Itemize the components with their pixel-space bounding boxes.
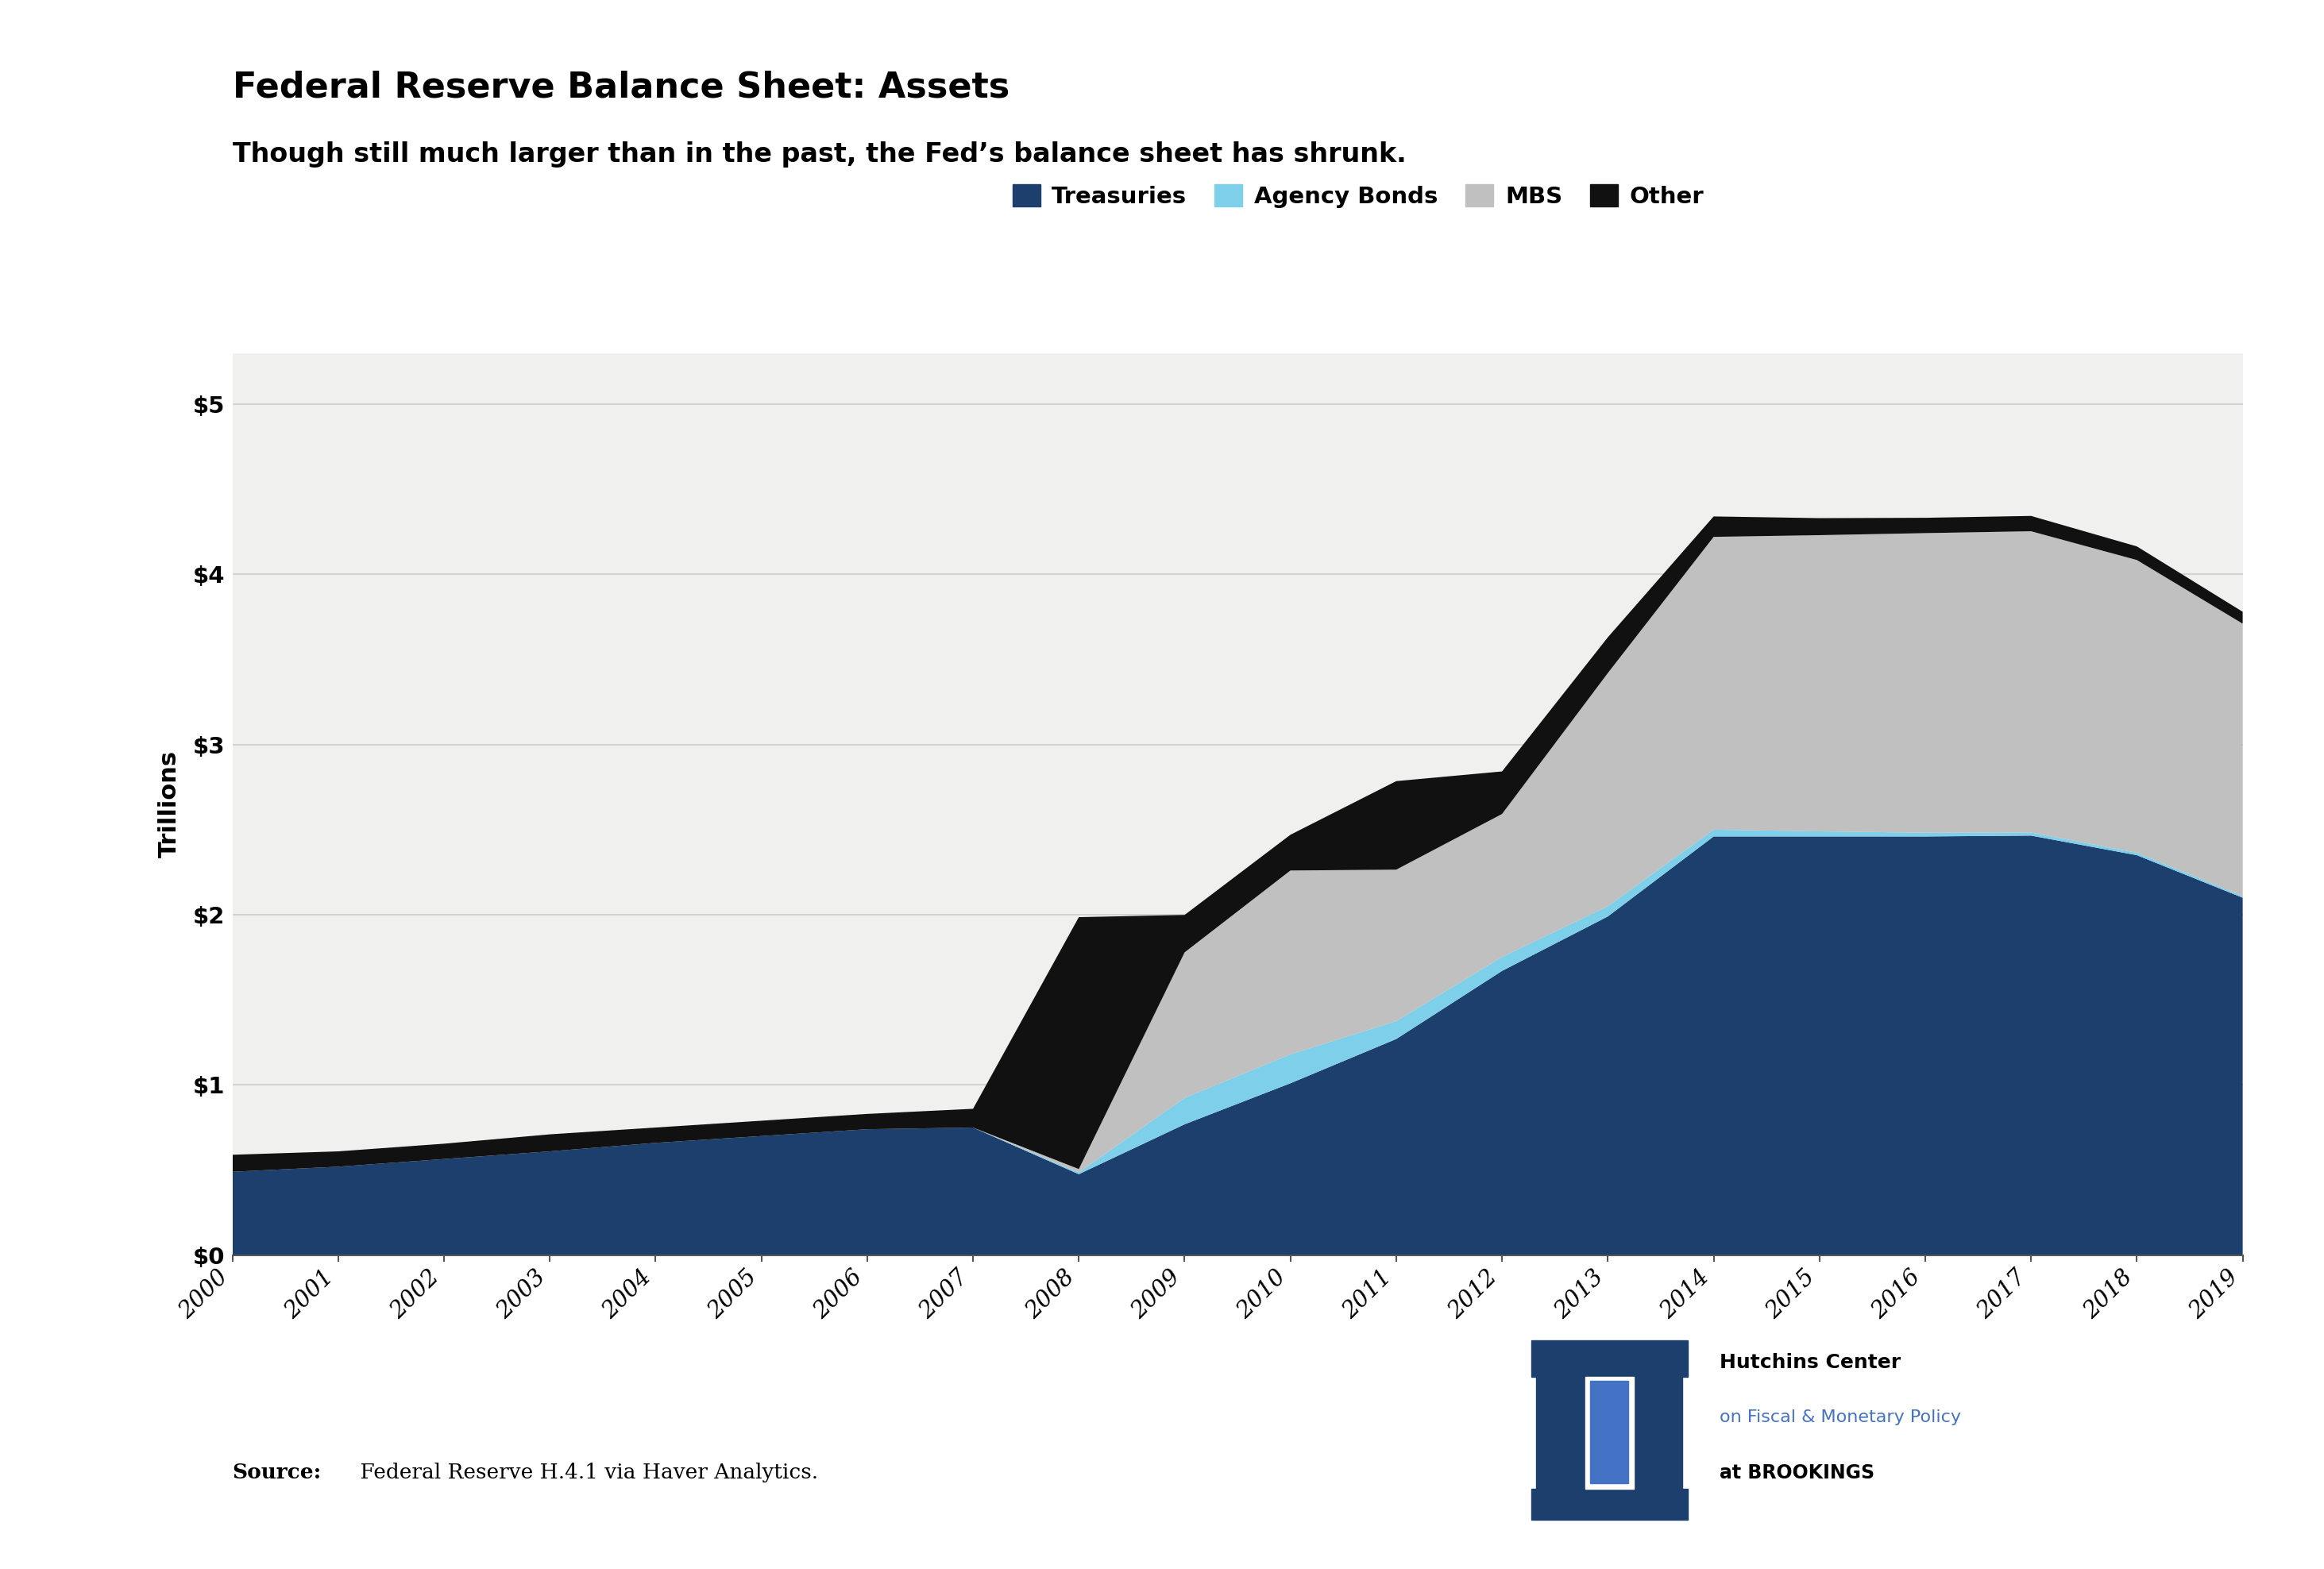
Bar [1532, 1489, 1687, 1519]
Text: at BROOKINGS: at BROOKINGS [1720, 1464, 1875, 1483]
Text: Federal Reserve Balance Sheet: Assets: Federal Reserve Balance Sheet: Assets [232, 71, 1009, 105]
Bar [1585, 1378, 1634, 1489]
Text: Source:: Source: [232, 1462, 321, 1483]
Y-axis label: Trillions: Trillions [158, 750, 181, 858]
Text: Hutchins Center: Hutchins Center [1720, 1352, 1901, 1371]
Text: Federal Reserve H.4.1 via Haver Analytics.: Federal Reserve H.4.1 via Haver Analytic… [353, 1462, 818, 1483]
Text: on Fiscal & Monetary Policy: on Fiscal & Monetary Policy [1720, 1409, 1961, 1426]
Legend: Treasuries, Agency Bonds, MBS, Other: Treasuries, Agency Bonds, MBS, Other [1004, 176, 1713, 218]
Bar [1634, 1378, 1683, 1489]
Bar [1536, 1378, 1585, 1489]
Bar [1590, 1381, 1629, 1483]
Bar [1532, 1340, 1687, 1378]
Text: Though still much larger than in the past, the Fed’s balance sheet has shrunk.: Though still much larger than in the pas… [232, 141, 1406, 168]
